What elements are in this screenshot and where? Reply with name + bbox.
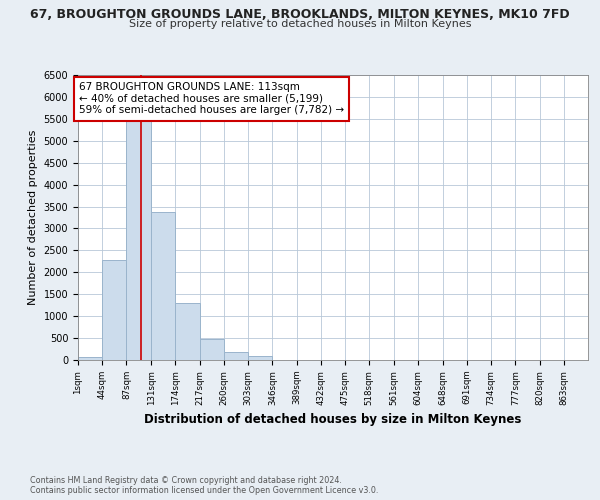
Bar [200,339,224,360]
Bar [151,212,175,360]
Text: Distribution of detached houses by size in Milton Keynes: Distribution of detached houses by size … [145,412,521,426]
Bar [102,260,127,360]
Y-axis label: Number of detached properties: Number of detached properties [28,130,38,305]
Bar [175,302,200,360]
Bar [127,122,151,360]
Bar [224,352,248,360]
Bar [248,356,272,360]
Text: Contains HM Land Registry data © Crown copyright and database right 2024.
Contai: Contains HM Land Registry data © Crown c… [30,476,379,495]
Text: Size of property relative to detached houses in Milton Keynes: Size of property relative to detached ho… [129,19,471,29]
Text: 67 BROUGHTON GROUNDS LANE: 113sqm
← 40% of detached houses are smaller (5,199)
5: 67 BROUGHTON GROUNDS LANE: 113sqm ← 40% … [79,82,344,116]
Text: 67, BROUGHTON GROUNDS LANE, BROOKLANDS, MILTON KEYNES, MK10 7FD: 67, BROUGHTON GROUNDS LANE, BROOKLANDS, … [30,8,570,20]
Bar [78,356,102,360]
